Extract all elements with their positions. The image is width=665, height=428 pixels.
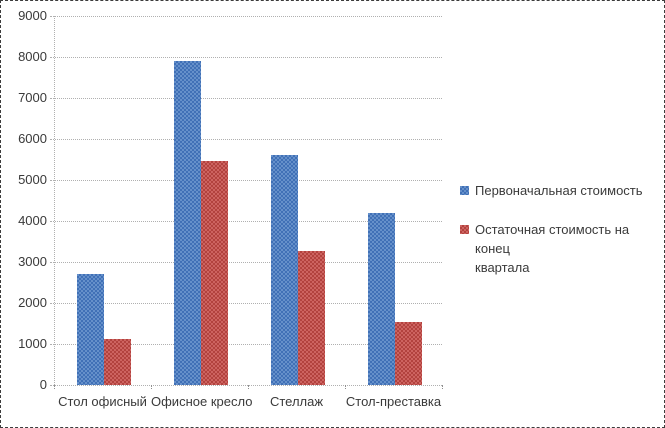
legend-label: Первоначальная стоимость bbox=[475, 183, 643, 198]
y-axis-tick-label: 3000 bbox=[18, 254, 47, 269]
gridline bbox=[50, 16, 442, 17]
y-axis-tick-label: 1000 bbox=[18, 336, 47, 351]
gridline bbox=[50, 221, 442, 222]
y-axis-tick-label: 7000 bbox=[18, 90, 47, 105]
y-axis-tick-label: 9000 bbox=[18, 8, 47, 23]
y-axis-tick-label: 6000 bbox=[18, 131, 47, 146]
x-axis-tick bbox=[151, 385, 152, 389]
bar-initial-cost bbox=[368, 212, 395, 385]
bar-residual-cost bbox=[201, 160, 228, 385]
legend-item-initial-cost: Первоначальная стоимость bbox=[460, 181, 664, 200]
gridline bbox=[50, 303, 442, 304]
legend-marker-icon bbox=[460, 186, 469, 195]
x-axis-category-label: Стеллаж bbox=[269, 394, 324, 409]
legend-marker-icon bbox=[460, 225, 469, 234]
bar-residual-cost bbox=[395, 322, 422, 385]
legend: Первоначальная стоимость Остаточная стоим… bbox=[460, 181, 664, 297]
x-axis-tick bbox=[442, 385, 443, 389]
y-axis-tick-label: 8000 bbox=[18, 49, 47, 64]
gridline bbox=[50, 385, 442, 386]
x-axis-tick bbox=[54, 385, 55, 389]
gridline bbox=[50, 180, 442, 181]
bar-initial-cost bbox=[174, 61, 201, 385]
x-axis-category-label: Офисное кресло bbox=[151, 394, 253, 409]
gridline bbox=[50, 57, 442, 58]
y-axis-tick-label: 0 bbox=[39, 377, 47, 392]
x-axis-tick bbox=[248, 385, 249, 389]
bar-residual-cost bbox=[298, 250, 325, 385]
bar-initial-cost bbox=[77, 274, 104, 385]
gridline bbox=[50, 344, 442, 345]
y-axis-tick-label: 5000 bbox=[18, 172, 47, 187]
x-axis-tick bbox=[345, 385, 346, 389]
y-axis-tick-label: 4000 bbox=[18, 213, 47, 228]
gridline bbox=[50, 139, 442, 140]
x-axis-category-label: Стол-преставка bbox=[345, 394, 442, 409]
bar-residual-cost bbox=[104, 339, 131, 385]
y-axis-tick-label: 2000 bbox=[18, 295, 47, 310]
legend-item-residual-cost: Остаточная стоимость на конец квартала bbox=[460, 220, 664, 277]
plot-area: Стол офисный Офисное кресло Стеллаж Стол-пр… bbox=[50, 16, 443, 409]
y-axis-line bbox=[54, 16, 55, 385]
x-axis-category-label: Стол офисный bbox=[58, 394, 147, 409]
legend-label: Остаточная стоимость на конец квартала bbox=[475, 222, 630, 275]
bar-initial-cost bbox=[271, 155, 298, 385]
gridline bbox=[50, 262, 442, 263]
gridline bbox=[50, 98, 442, 99]
